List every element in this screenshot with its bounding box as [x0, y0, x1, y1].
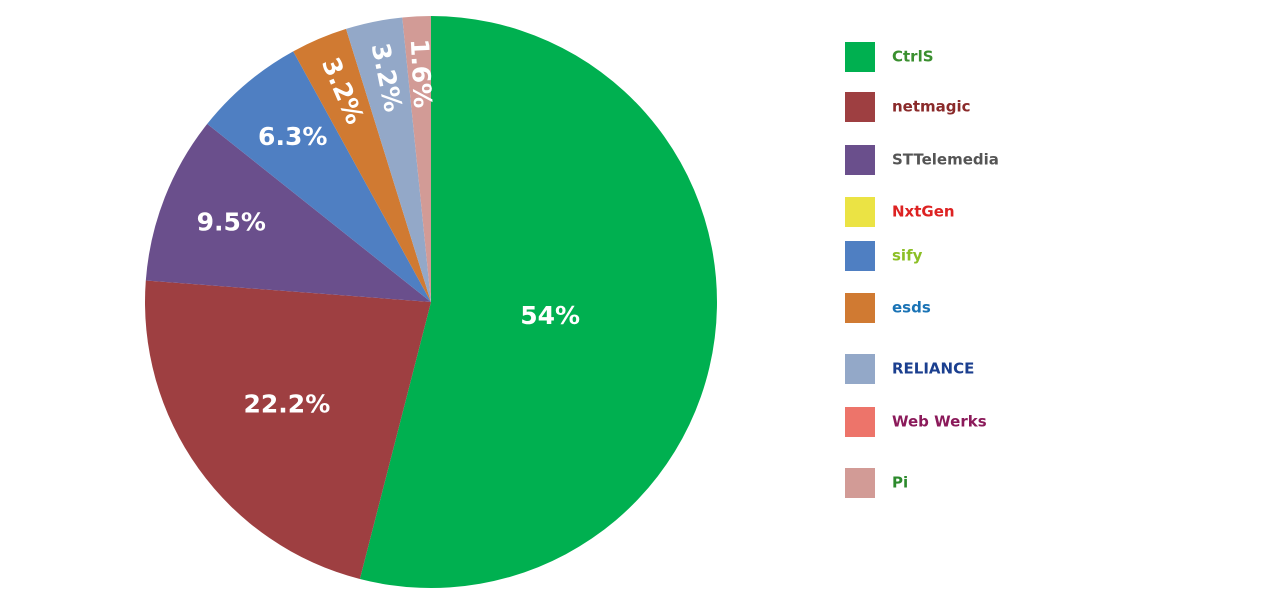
legend-label: NxtGen — [892, 203, 955, 221]
legend-label: STTelemedia — [892, 151, 999, 169]
legend-swatch — [845, 145, 875, 175]
pie-slice — [359, 16, 718, 588]
pie-slice — [145, 280, 431, 580]
legend-label: Web Werks — [892, 413, 987, 431]
pie-slice — [346, 17, 431, 303]
pie-slice — [207, 51, 431, 303]
legend-label: RELIANCE — [892, 360, 974, 378]
legend-swatch — [845, 407, 875, 437]
value-label: 54% — [520, 301, 580, 330]
legend-label: Pi — [892, 474, 908, 492]
value-label: 6.3% — [258, 122, 327, 151]
legend-label: netmagic — [892, 98, 971, 116]
legend-label: sify — [892, 247, 923, 265]
legend-swatch — [845, 468, 875, 498]
legend-swatch — [845, 241, 875, 271]
pie-slice — [402, 16, 431, 302]
legend-label: CtrlS — [892, 48, 934, 66]
value-label: 22.2% — [244, 389, 331, 418]
legend-swatch — [845, 92, 875, 122]
legend-swatch — [845, 354, 875, 384]
pie-slice — [145, 123, 431, 303]
legend-swatch — [845, 293, 875, 323]
legend-swatch — [845, 197, 875, 227]
value-label: 1.6% — [405, 38, 437, 109]
value-label: 9.5% — [197, 208, 266, 237]
pie-slice — [293, 28, 431, 302]
legend-swatch — [845, 42, 875, 72]
legend-label: esds — [892, 299, 931, 317]
